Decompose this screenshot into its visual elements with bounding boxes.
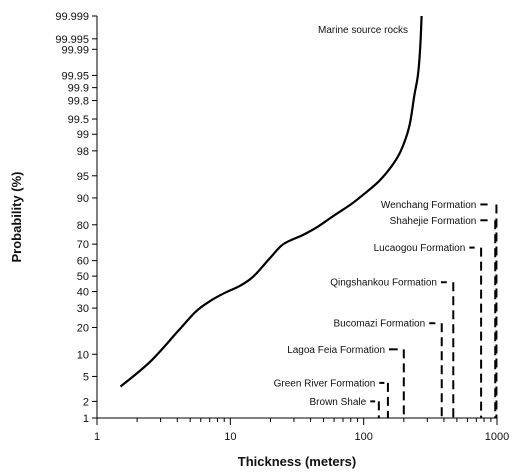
- x-axis-title: Thickness (meters): [238, 454, 357, 469]
- formation-markers: Brown Shale Green River Formation Lagoa Fe…: [274, 200, 498, 418]
- formation-marker: Brown Shale: [310, 397, 380, 418]
- formation-label: Qingshankou Formation: [330, 278, 437, 289]
- y-axis-title: Probability (%): [9, 171, 24, 262]
- y-tick-label: 1: [83, 413, 89, 425]
- y-axis-ticks: 12510203040506070809095989999.599.899.99…: [55, 11, 97, 425]
- formation-marker: Shahejie Formation: [390, 216, 497, 418]
- x-tick-label: 100: [354, 431, 372, 443]
- formation-marker: Qingshankou Formation: [330, 278, 455, 418]
- formation-label: Lagoa Feia Formation: [287, 345, 385, 356]
- y-tick-label: 95: [77, 171, 89, 183]
- y-tick-label: 80: [77, 220, 89, 232]
- formation-label: Wenchang Formation: [381, 200, 476, 211]
- x-tick-label: 1: [94, 431, 100, 443]
- y-tick-label: 99.95: [61, 70, 89, 82]
- formation-label: Green River Formation: [274, 378, 376, 389]
- y-tick-label: 99.5: [68, 114, 89, 126]
- y-tick-label: 60: [77, 256, 89, 268]
- y-tick-label: 2: [83, 396, 89, 408]
- y-tick-label: 20: [77, 322, 89, 334]
- formation-marker: Green River Formation: [274, 378, 389, 418]
- y-tick-label: 99.999: [55, 11, 89, 23]
- y-tick-label: 99.8: [68, 96, 89, 108]
- y-tick-label: 99.99: [61, 44, 89, 56]
- y-tick-label: 99.9: [68, 83, 89, 95]
- y-tick-label: 40: [77, 287, 89, 299]
- y-tick-label: 70: [77, 239, 89, 251]
- formation-label: Shahejie Formation: [390, 216, 477, 227]
- plot-frame: [96, 16, 497, 419]
- formation-label: Lucaogou Formation: [374, 243, 466, 254]
- y-tick-label: 10: [77, 349, 89, 361]
- curve-label: Marine source rocks: [318, 25, 408, 36]
- x-tick-label: 1000: [485, 431, 509, 443]
- formation-marker: Bucomazi Formation: [333, 319, 443, 418]
- y-tick-label: 98: [77, 146, 89, 158]
- formation-label: Brown Shale: [310, 397, 367, 408]
- formation-marker: Wenchang Formation: [381, 200, 498, 418]
- x-axis-ticks: 1 10 100 1000: [94, 418, 509, 443]
- cumulative-probability-curve: [119, 15, 423, 388]
- y-tick-label: 99: [77, 129, 89, 141]
- y-tick-label: 99.995: [55, 34, 89, 46]
- formation-label: Bucomazi Formation: [333, 319, 425, 330]
- y-tick-label: 5: [83, 371, 89, 383]
- y-tick-label: 50: [77, 271, 89, 283]
- y-tick-label: 30: [77, 303, 89, 315]
- formation-marker: Lucaogou Formation: [374, 243, 483, 418]
- x-tick-label: 10: [224, 431, 236, 443]
- y-tick-label: 90: [77, 193, 89, 205]
- formation-marker: Lagoa Feia Formation: [287, 345, 405, 418]
